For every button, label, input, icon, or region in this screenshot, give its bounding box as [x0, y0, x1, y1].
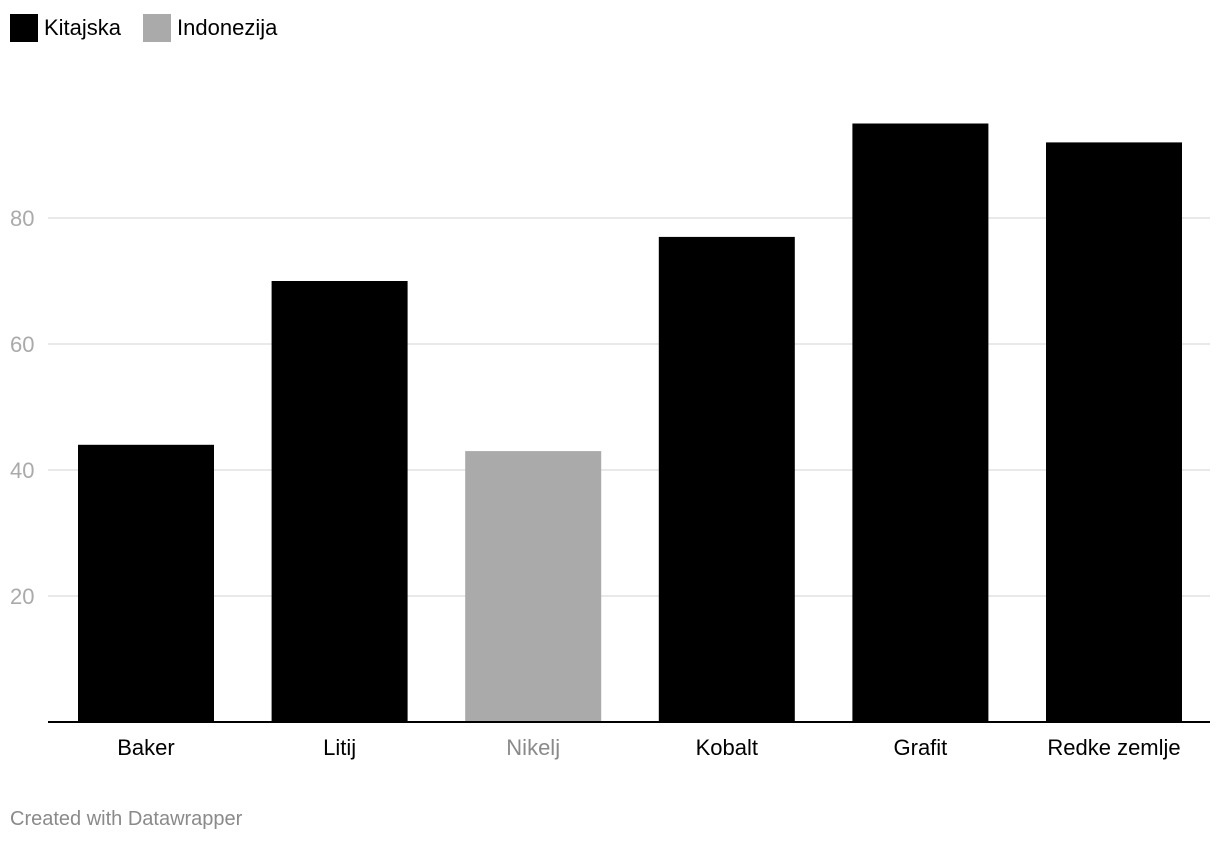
x-category-label: Nikelj	[506, 735, 560, 760]
category-labels: Baker Litij Nikelj Kobalt Grafit Redke zemlje	[117, 735, 1180, 760]
legend-swatch-kitajska	[10, 14, 38, 42]
legend-label-kitajska: Kitajska	[44, 15, 122, 40]
bar	[465, 451, 602, 722]
legend: Kitajska Indonezija	[10, 14, 299, 42]
x-category-label: Litij	[323, 735, 356, 760]
legend-swatch-indonezija	[143, 14, 172, 42]
footer-credit: Created with Datawrapper	[10, 808, 243, 830]
bar	[271, 281, 408, 722]
y-tick-label: 60	[10, 332, 34, 357]
y-tick-label: 40	[10, 458, 34, 483]
gridlines: 20 40 60 80	[10, 206, 1210, 609]
bar	[1046, 142, 1182, 722]
x-category-label: Grafit	[894, 735, 948, 760]
y-tick-label: 20	[10, 584, 34, 609]
x-category-label: Kobalt	[696, 735, 758, 760]
bar	[78, 444, 214, 722]
bars	[78, 123, 1182, 722]
y-tick-label: 80	[10, 206, 34, 231]
bar	[658, 236, 795, 722]
bar	[852, 123, 989, 722]
legend-label-indonezija: Indonezija	[177, 15, 278, 40]
legend-item-indonezija: Indonezija	[143, 14, 277, 42]
x-category-label: Redke zemlje	[1047, 735, 1180, 760]
x-category-label: Baker	[117, 735, 174, 760]
legend-item-kitajska: Kitajska	[10, 14, 121, 42]
